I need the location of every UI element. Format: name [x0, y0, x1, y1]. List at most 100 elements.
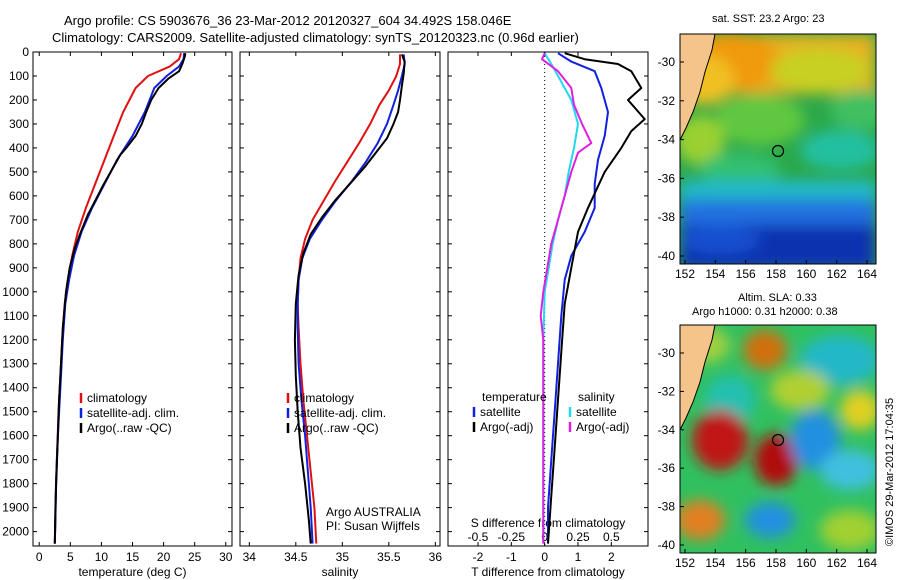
y-tick-label: 1600	[2, 429, 29, 443]
top-tick-label: 0.25	[566, 530, 590, 544]
y-tick-label: 100	[9, 69, 29, 83]
sla-map: Altim. SLA: 0.33 Argo h1000: 0.31 h2000:…	[658, 292, 878, 570]
legend-entry: satellite	[480, 405, 521, 419]
series-line-climatology	[296, 54, 401, 544]
map-x-tick-label: 158	[766, 267, 786, 281]
map-y-tick-label: -32	[658, 94, 676, 108]
temperature-profile-panel: 0100200300400500600700800900100011001200…	[2, 45, 232, 579]
map-y-tick-label: -38	[658, 500, 676, 514]
top-tick-label: -0.25	[498, 530, 526, 544]
map-y-tick-label: -40	[658, 538, 676, 552]
legend-group-title: temperature	[482, 390, 547, 404]
map-x-tick-label: 162	[827, 267, 847, 281]
map-x-tick-label: 156	[736, 267, 756, 281]
map-y-tick-label: -30	[658, 346, 676, 360]
map-y-tick-label: -36	[658, 461, 676, 475]
x-tick-label: 15	[126, 550, 140, 564]
legend-entry: satellite-adj. clim.	[87, 406, 179, 420]
sst-land-mask	[680, 34, 715, 140]
x-tick-label: 0	[36, 550, 43, 564]
x-tick-label: 5	[67, 550, 74, 564]
series-line-argo-adj-	[539, 52, 593, 544]
map-y-tick-label: -34	[658, 423, 676, 437]
x-tick-label: 10	[95, 550, 109, 564]
header-line-1: Argo profile: CS 5903676_36 23-Mar-2012 …	[64, 13, 512, 28]
legend-group-title: salinity	[578, 390, 615, 404]
x-tick-label: 2	[608, 550, 615, 564]
x-tick-label: 25	[188, 550, 202, 564]
y-tick-label: 300	[9, 117, 29, 131]
legend-entry: satellite	[576, 405, 617, 419]
y-tick-label: 1500	[2, 405, 29, 419]
y-tick-label: 600	[9, 189, 29, 203]
legend-entry: climatology	[87, 391, 147, 405]
x-axis-label: T difference from climatology	[471, 565, 625, 579]
annotation-text: PI: Susan Wijffels	[326, 519, 420, 533]
y-tick-label: 1900	[2, 501, 29, 515]
x-tick-label: 1	[575, 550, 582, 564]
x-tick-label: 34.5	[284, 550, 308, 564]
y-tick-label: 800	[9, 237, 29, 251]
plot-frame	[239, 51, 441, 547]
series-line-satellite	[547, 52, 609, 544]
plot-frame	[32, 51, 233, 547]
map-x-tick-label: 160	[796, 556, 816, 570]
map-x-tick-label: 164	[857, 267, 877, 281]
map-y-tick-label: -40	[658, 249, 676, 263]
x-tick-label: -2	[473, 550, 484, 564]
header-line-2: Climatology: CARS2009. Satellite-adjuste…	[52, 30, 579, 45]
y-tick-label: 1000	[2, 285, 29, 299]
top-tick-label: 0	[541, 530, 548, 544]
legend-entry: satellite-adj. clim.	[294, 406, 386, 420]
map-x-tick-label: 154	[705, 556, 725, 570]
map-x-tick-label: 162	[827, 556, 847, 570]
sst-map-title: sat. SST: 23.2 Argo: 23	[712, 13, 825, 25]
x-tick-label: 30	[219, 550, 233, 564]
legend-entry: Argo(-adj)	[480, 420, 533, 434]
top-tick-label: -0.5	[468, 530, 489, 544]
map-x-tick-label: 152	[675, 267, 695, 281]
y-tick-label: 500	[9, 165, 29, 179]
legend-entry: Argo(..raw -QC)	[87, 421, 172, 435]
map-y-tick-label: -32	[658, 384, 676, 398]
y-tick-label: 400	[9, 141, 29, 155]
y-tick-label: 700	[9, 213, 29, 227]
map-y-tick-label: -34	[658, 133, 676, 147]
x-tick-label: 35.5	[377, 550, 401, 564]
series-line-argo-raw-qc-	[293, 54, 406, 544]
sst-map: sat. SST: 23.2 Argo: 23	[658, 13, 878, 281]
sla-land-mask	[680, 325, 715, 430]
x-tick-label: 35	[336, 550, 350, 564]
map-x-tick-label: 154	[705, 267, 725, 281]
map-y-tick-label: -30	[658, 55, 676, 69]
map-x-tick-label: 160	[796, 267, 816, 281]
y-tick-label: 1100	[3, 309, 29, 323]
legend-entry: Argo(..raw -QC)	[294, 421, 379, 435]
y-tick-label: 2000	[2, 525, 29, 539]
series-line-satellite-adj-clim-	[296, 54, 406, 544]
map-x-tick-label: 158	[766, 556, 786, 570]
map-y-tick-label: -38	[658, 210, 676, 224]
y-tick-label: 1300	[2, 357, 29, 371]
map-x-tick-label: 156	[736, 556, 756, 570]
y-tick-label: 1400	[2, 381, 29, 395]
legend-entry: climatology	[294, 391, 354, 405]
series-line-argo-raw-qc-	[53, 53, 187, 544]
y-tick-label: 0	[22, 45, 29, 59]
sst-argo-location-marker	[771, 144, 785, 158]
y-tick-label: 1700	[2, 453, 29, 467]
x-tick-label: 20	[157, 550, 171, 564]
y-tick-label: 900	[9, 261, 29, 275]
y-tick-label: 1200	[2, 333, 29, 347]
x-tick-label: 0	[541, 550, 548, 564]
series-line-argo-adj-	[547, 52, 646, 544]
map-y-tick-label: -36	[658, 171, 676, 185]
x-tick-label: 34	[243, 550, 257, 564]
salinity-profile-panel: 34 34.5 35 35.5 36 salinity climatologysatelli…	[239, 51, 443, 579]
x-axis-label: temperature (deg C)	[78, 565, 186, 579]
x-tick-label: 36	[429, 550, 443, 564]
sla-argo-location-marker	[771, 433, 785, 447]
legend-entry: Argo(-adj)	[576, 420, 629, 434]
